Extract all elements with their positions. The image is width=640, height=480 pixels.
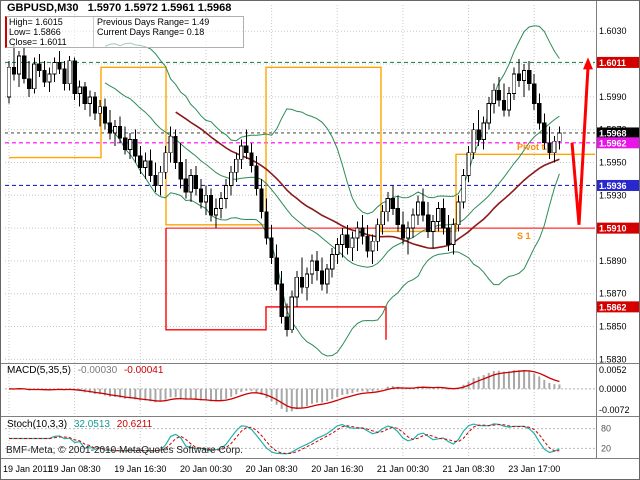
- svg-text:20 Jan 08:30: 20 Jan 08:30: [246, 464, 298, 474]
- svg-text:1.5890: 1.5890: [599, 256, 627, 266]
- stoch-value-signal: 20.6211: [116, 419, 153, 430]
- svg-text:1.5962: 1.5962: [599, 138, 627, 148]
- platform-watermark: BMF-Meta, © 2001-2010 MetaQuotes Softwar…: [6, 445, 243, 456]
- stoch-header: Stoch(10,3,3) 32.0513 20.6211: [7, 419, 156, 430]
- svg-text:21 Jan 00:30: 21 Jan 00:30: [377, 464, 429, 474]
- title-ohlc-values: 1.5970 1.5972 1.5961 1.5968: [87, 2, 232, 14]
- info-prev-range: Previous Days Range= 1.49: [97, 17, 210, 27]
- macd-panel: 0.0052 0.0000 -0.0072: [5, 365, 630, 415]
- daily-info-box: High= 1.6015 Previous Days Range= 1.49 L…: [5, 16, 244, 48]
- price-axis[interactable]: 1.60301.60101.59901.59701.59501.59301.59…: [599, 26, 627, 364]
- svg-text:1.5862: 1.5862: [599, 302, 627, 312]
- svg-text:-0.0072: -0.0072: [599, 405, 630, 415]
- svg-text:1.5936: 1.5936: [599, 181, 627, 191]
- level-lines: [5, 61, 595, 308]
- pivot-step-lines: [9, 66, 595, 340]
- macd-label: MACD(5,35,5): [7, 365, 71, 376]
- info-high: High= 1.6015: [7, 17, 94, 27]
- macd-header: MACD(5,35,5) -0.00030 -0.00041: [7, 365, 167, 376]
- svg-text:1.5830: 1.5830: [599, 354, 627, 364]
- macd-value-main: -0.00030: [77, 365, 118, 376]
- svg-text:0.0052: 0.0052: [599, 365, 627, 375]
- svg-text:1.5870: 1.5870: [599, 289, 627, 299]
- info-row: Close= 1.6011: [7, 37, 243, 47]
- macd-value-signal: -0.00041: [123, 365, 164, 376]
- svg-text:1.5990: 1.5990: [599, 92, 627, 102]
- svg-text:20 Jan 16:30: 20 Jan 16:30: [311, 464, 363, 474]
- info-curr-range: Current Days Range= 0.18: [97, 27, 205, 37]
- info-row: High= 1.6015 Previous Days Range= 1.49: [7, 17, 243, 27]
- stoch-label: Stoch(10,3,3): [7, 419, 68, 430]
- chart-title: GBPUSD,M30 1.5970 1.5972 1.5961 1.5968: [7, 2, 231, 14]
- svg-text:19 Jan 2011: 19 Jan 2011: [3, 464, 52, 474]
- svg-text:1.6011: 1.6011: [599, 58, 626, 68]
- info-row: Low= 1.5866 Current Days Range= 0.18: [7, 27, 243, 37]
- info-low: Low= 1.5866: [7, 27, 94, 37]
- svg-text:0.0000: 0.0000: [599, 384, 627, 394]
- svg-text:1.6030: 1.6030: [599, 26, 627, 36]
- svg-text:19 Jan 16:30: 19 Jan 16:30: [114, 464, 166, 474]
- panel-frames: [1, 1, 639, 459]
- info-empty: [94, 37, 243, 47]
- red-arrow-annotation[interactable]: [570, 57, 593, 225]
- candles: [6, 44, 562, 337]
- svg-text:1.5950: 1.5950: [599, 157, 627, 167]
- symbol-timeframe: GBPUSD,M30: [7, 2, 79, 14]
- svg-text:1.5850: 1.5850: [599, 322, 627, 332]
- svg-text:1.5968: 1.5968: [599, 128, 627, 138]
- stoch-panel: 80 20: [5, 423, 611, 455]
- grid: [5, 5, 595, 458]
- svg-text:1.5930: 1.5930: [599, 190, 627, 200]
- svg-text:23 Jan 17:00: 23 Jan 17:00: [508, 464, 560, 474]
- svg-text:19 Jan 08:30: 19 Jan 08:30: [49, 464, 101, 474]
- svg-text:80: 80: [601, 424, 611, 434]
- pivot-line-label: Pivot t.: [517, 142, 548, 152]
- svg-text:20: 20: [601, 443, 611, 453]
- info-close: Close= 1.6011: [7, 37, 94, 47]
- svg-text:21 Jan 08:30: 21 Jan 08:30: [443, 464, 495, 474]
- svg-text:1.5910: 1.5910: [599, 224, 627, 234]
- s1-line-label: S 1: [517, 231, 531, 241]
- stoch-value-main: 32.0513: [73, 419, 110, 430]
- svg-text:20 Jan 00:30: 20 Jan 00:30: [180, 464, 232, 474]
